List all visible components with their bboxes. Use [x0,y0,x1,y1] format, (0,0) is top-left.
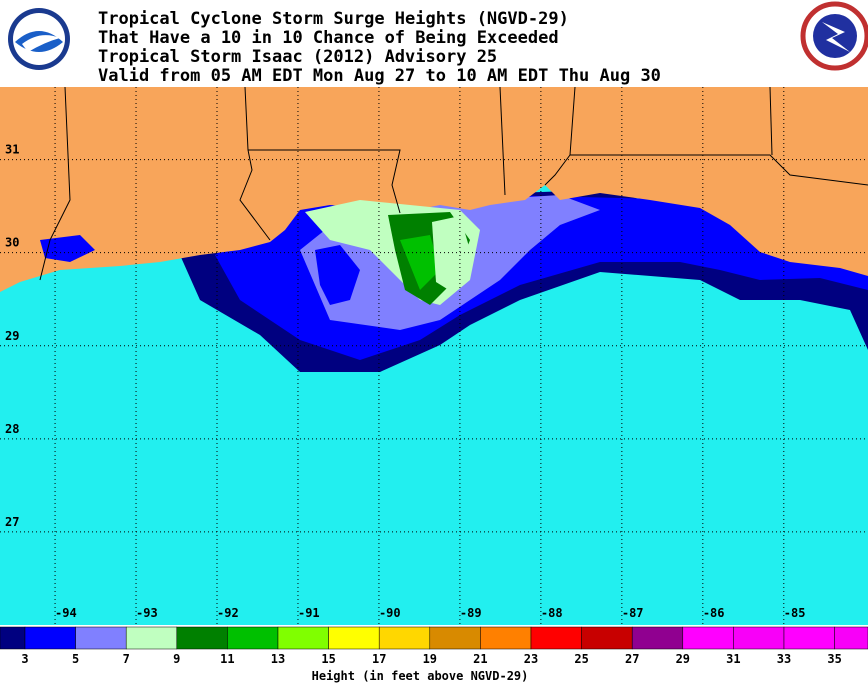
legend-swatch [0,626,26,650]
marsh-9ft-inner [432,216,470,292]
legend-label: 7 [123,652,130,666]
legend-label: 25 [574,652,588,666]
legend-swatch [581,626,633,650]
legend-label: 3 [21,652,28,666]
legend-label: 27 [625,652,639,666]
legend-label: 33 [777,652,791,666]
legend-swatch [125,626,178,650]
lat-label: 27 [5,515,19,529]
lon-label: -94 [55,606,77,620]
legend-swatch [480,626,532,650]
lon-label: -93 [136,606,158,620]
lat-label: 28 [5,422,19,436]
legend-label: 15 [321,652,335,666]
legend-label: 21 [473,652,487,666]
legend-swatch [328,626,380,650]
lon-label: -87 [622,606,644,620]
marsh-13ft [400,235,440,290]
legend-swatch [24,626,76,650]
delta-blue [315,245,360,305]
noaa-logo [8,8,70,70]
legend-swatch [682,626,734,650]
legend-label: 31 [726,652,740,666]
title-line: That Have a 10 in 10 Chance of Being Exc… [98,28,559,48]
legend-label: 19 [423,652,437,666]
legend-swatch [834,626,868,650]
title-line: Tropical Cyclone Storm Surge Heights (NG… [98,9,569,29]
legend-label: 23 [524,652,538,666]
legend-label: 29 [676,652,690,666]
legend-swatch [176,626,228,650]
legend-label: 35 [827,652,841,666]
legend-swatch [631,626,684,650]
legend-swatch [227,626,279,650]
borders [39,86,868,281]
lon-label: -88 [541,606,563,620]
lon-label: -89 [460,606,482,620]
legend-swatch [530,626,582,650]
legend-swatch [783,626,835,650]
lon-label: -90 [379,606,401,620]
legend-label: 5 [72,652,79,666]
nws-logo [800,1,868,71]
lat-label: 30 [5,236,19,250]
legend-axis-label: Height (in feet above NGVD-29) [312,669,529,683]
legend-swatch [429,626,481,650]
legend-label: 9 [173,652,180,666]
land [0,87,868,292]
legend-swatch [75,626,127,650]
lon-label: -92 [217,606,239,620]
legend-swatch [277,626,329,650]
lat-label: 31 [5,143,19,157]
title-line: Valid from 05 AM EDT Mon Aug 27 to 10 AM… [98,66,661,86]
legend-swatch [378,626,431,650]
legend-label: 17 [372,652,386,666]
lake [40,235,95,262]
lon-label: -85 [784,606,806,620]
title-line: Tropical Storm Isaac (2012) Advisory 25 [98,47,497,67]
legend-label: 11 [220,652,234,666]
lon-label: -91 [298,606,320,620]
legend-swatch [733,626,785,650]
map [0,86,868,625]
legend-label: 13 [271,652,285,666]
lon-label: -86 [703,606,725,620]
lat-label: 29 [5,329,19,343]
